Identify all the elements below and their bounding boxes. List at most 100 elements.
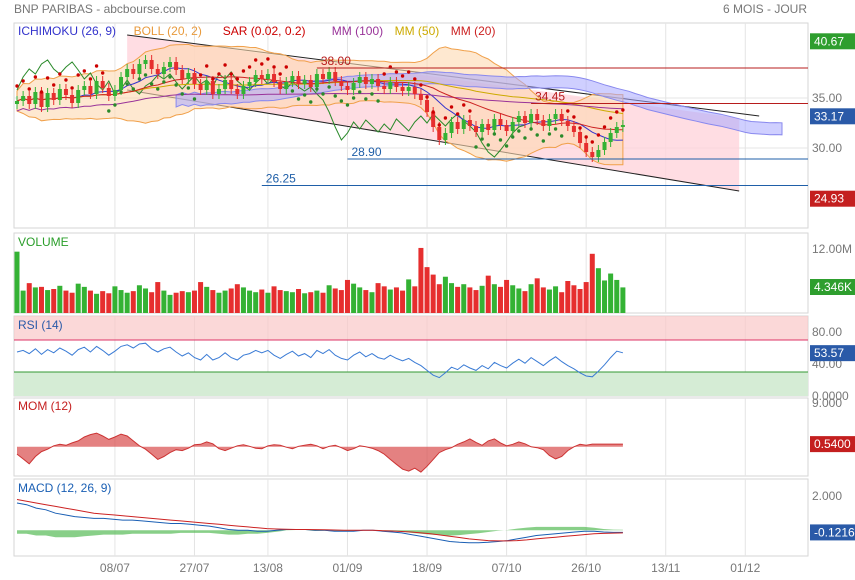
- candle-body: [431, 112, 436, 127]
- sar-dot: [425, 95, 429, 99]
- volume-bar: [375, 283, 381, 313]
- volume-bar: [583, 282, 589, 313]
- candle-body: [143, 60, 148, 64]
- volume-bar: [26, 283, 32, 313]
- sar-dot: [547, 132, 552, 136]
- volume-y-tick-label: 12.00M: [812, 242, 852, 256]
- sar-dot: [156, 87, 160, 91]
- volume-bar: [198, 282, 204, 313]
- volume-bar: [69, 292, 75, 313]
- candle-body: [486, 124, 491, 130]
- candle-body: [204, 81, 209, 90]
- sar-dot: [137, 77, 142, 81]
- volume-bar: [559, 292, 565, 313]
- sar-dot: [100, 71, 105, 75]
- sar-dot: [88, 77, 93, 81]
- chart-title: BNP PARIBAS - abcbourse.com: [14, 2, 186, 16]
- x-tick-label: 27/07: [179, 561, 209, 575]
- sar-dot: [382, 72, 386, 76]
- sar-dot: [290, 89, 295, 93]
- volume-bar: [326, 285, 332, 313]
- sar-dot: [364, 97, 368, 101]
- sar-dot: [27, 87, 31, 91]
- candle-body: [119, 77, 124, 90]
- candle-body: [578, 132, 583, 143]
- candle-body: [21, 96, 26, 101]
- candle-body: [198, 84, 203, 90]
- volume-bar: [363, 290, 369, 313]
- level-label: 34.45: [535, 90, 565, 104]
- level-label: 28.90: [351, 145, 381, 159]
- candle-body: [504, 125, 509, 131]
- volume-bar: [565, 281, 571, 313]
- volume-bar: [369, 292, 375, 313]
- volume-bar: [332, 288, 338, 313]
- candle-body: [571, 126, 576, 132]
- volume-bar: [185, 292, 191, 313]
- volume-bar: [540, 287, 546, 313]
- candle-body: [425, 100, 430, 112]
- volume-bar: [161, 290, 167, 313]
- candle-body: [149, 60, 154, 69]
- x-tick-label: 13/11: [651, 561, 680, 575]
- sar-dot: [94, 64, 99, 68]
- mom-badge-bg: [810, 436, 855, 453]
- candle-body: [76, 90, 81, 103]
- candle-body: [223, 80, 228, 89]
- panel-macd-frame: [13, 478, 809, 557]
- price-badge-bg: [810, 33, 855, 50]
- volume-label: VOLUME: [18, 235, 69, 249]
- x-tick-label: 13/08: [253, 561, 283, 575]
- volume-bar: [614, 279, 620, 313]
- sar-dot: [523, 136, 527, 140]
- volume-bar: [259, 289, 265, 313]
- sar-dot: [266, 57, 270, 61]
- mom-line: [16, 432, 623, 473]
- mom-y-tick-label: 9.000: [812, 396, 842, 410]
- volume-bar: [553, 286, 559, 313]
- sar-dot: [125, 82, 129, 86]
- sar-dot: [615, 110, 619, 114]
- sar-dot: [131, 87, 135, 91]
- sar-dot: [504, 144, 509, 148]
- sar-dot: [315, 87, 319, 91]
- candle-body: [541, 120, 546, 126]
- volume-bar: [522, 291, 528, 313]
- candle-body: [235, 89, 240, 94]
- candle-body: [106, 88, 111, 96]
- rsi-y-tick-label: 80.00: [812, 325, 842, 339]
- volume-bar: [75, 283, 81, 313]
- sar-dot: [511, 135, 515, 139]
- legend-entry: SAR (0.02, 0.2): [223, 24, 306, 38]
- candle-body: [357, 77, 362, 83]
- candle-body: [510, 122, 515, 131]
- candle-body: [369, 79, 374, 84]
- sar-dot: [168, 75, 172, 79]
- volume-bar: [455, 286, 461, 313]
- volume-badge-bg: [810, 279, 855, 295]
- sar-dot: [272, 65, 276, 69]
- chart-period: 6 MOIS - JOUR: [722, 2, 807, 16]
- volume-bar: [602, 280, 608, 313]
- sar-dot: [443, 116, 448, 120]
- volume-bar: [234, 284, 240, 313]
- volume-bar: [595, 268, 601, 313]
- volume-bar: [491, 284, 497, 313]
- sar-dot: [321, 92, 325, 96]
- sar-dot: [468, 109, 472, 113]
- sar-dot: [211, 77, 215, 81]
- sar-dot: [413, 77, 417, 81]
- sar-dot: [584, 135, 588, 139]
- candle-body: [394, 82, 399, 87]
- x-tick-label: 18/09: [412, 561, 442, 575]
- volume-bar: [124, 292, 130, 313]
- sar-dot: [621, 108, 625, 112]
- price-y-tick-label: 30.00: [812, 141, 842, 155]
- rsi-y-tick-label: 0.0000: [812, 389, 849, 403]
- volume-bar: [289, 292, 295, 313]
- sar-dot: [462, 103, 466, 107]
- sar-dot: [535, 133, 539, 137]
- level-label: 38.00: [321, 54, 351, 68]
- candle-body: [125, 69, 130, 77]
- candle-body: [363, 77, 368, 84]
